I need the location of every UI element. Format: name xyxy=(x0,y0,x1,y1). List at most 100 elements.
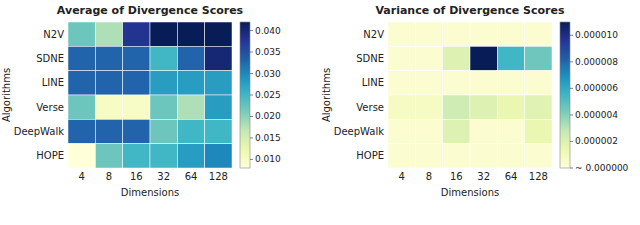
heatmap-cell xyxy=(177,119,204,143)
colorbar-tick-label: 0.010 xyxy=(255,154,281,164)
colorbar-tick xyxy=(250,137,253,138)
heatmap-cell xyxy=(415,22,442,46)
heatmap-cell xyxy=(470,95,497,119)
y-tick-label: DeepWalk xyxy=(14,126,65,137)
heatmap-panel: Variance of Divergence Scores48163264128… xyxy=(321,4,629,198)
x-tick-label: 64 xyxy=(505,171,518,182)
y-tick-label: DeepWalk xyxy=(334,126,385,137)
cells xyxy=(388,22,552,168)
heatmap-cell xyxy=(388,95,415,119)
heatmap-cell xyxy=(388,144,415,168)
y-axis-label: Algorithms xyxy=(1,68,12,122)
heatmap-cell xyxy=(123,46,150,70)
heatmap-cell xyxy=(415,95,442,119)
heatmap-cell xyxy=(68,71,95,95)
heatmap-cell xyxy=(388,22,415,46)
heatmap-cell xyxy=(415,144,442,168)
heatmap-cell xyxy=(415,46,442,70)
x-tick-label: 128 xyxy=(529,171,548,182)
heatmap-cell xyxy=(388,71,415,95)
heatmap-cell xyxy=(123,22,150,46)
y-tick-label: Verse xyxy=(36,102,64,113)
heatmap-cell xyxy=(177,144,204,168)
heatmap-cell xyxy=(415,119,442,143)
heatmap-cell xyxy=(123,119,150,143)
heatmap-cell xyxy=(150,46,177,70)
colorbar-tick-label: ~ 0.000000 xyxy=(575,163,629,173)
heatmap-cell xyxy=(497,22,524,46)
heatmap-cell xyxy=(205,22,232,46)
colorbar-tick-label: 0.020 xyxy=(255,111,281,121)
heatmap-cell xyxy=(68,46,95,70)
heatmap-cell xyxy=(205,71,232,95)
colorbar-tick xyxy=(570,168,573,169)
colorbar-tick xyxy=(570,88,573,89)
heatmap-cell xyxy=(177,71,204,95)
heatmap-cell xyxy=(388,119,415,143)
heatmap-cell xyxy=(497,144,524,168)
y-tick-label: N2V xyxy=(363,29,384,40)
heatmap-cell xyxy=(68,22,95,46)
heatmap-cell xyxy=(497,71,524,95)
heatmap-cell xyxy=(177,46,204,70)
heatmap-cell xyxy=(68,95,95,119)
cells xyxy=(68,22,232,168)
heatmap-cell xyxy=(443,144,470,168)
heatmap-cell xyxy=(123,95,150,119)
heatmap-cell xyxy=(95,71,122,95)
heatmap-cell xyxy=(95,119,122,143)
colorbar-tick xyxy=(250,52,253,53)
heatmap-cell xyxy=(205,95,232,119)
colorbar-tick-label: 0.000004 xyxy=(575,110,618,120)
heatmap-cell xyxy=(95,144,122,168)
heatmap-cell xyxy=(177,22,204,46)
heatmap-cell xyxy=(205,46,232,70)
x-tick-label: 128 xyxy=(209,171,228,182)
heatmap-cell xyxy=(497,95,524,119)
title: Average of Divergence Scores xyxy=(57,4,244,17)
heatmap-cell xyxy=(525,119,552,143)
colorbar-tick-label: 0.025 xyxy=(255,90,281,100)
colorbar-tick-label: 0.000010 xyxy=(575,30,618,40)
colorbar-tick-label: 0.040 xyxy=(255,26,281,36)
y-tick-label: LINE xyxy=(362,77,384,88)
x-tick-label: 4 xyxy=(78,171,84,182)
colorbar-tick xyxy=(570,61,573,62)
heatmap-cell xyxy=(470,71,497,95)
colorbar-tick xyxy=(250,95,253,96)
figure: Average of Divergence Scores48163264128N… xyxy=(0,0,640,225)
heatmap-cell xyxy=(470,46,497,70)
colorbar-tick xyxy=(570,35,573,36)
heatmap-cell xyxy=(443,95,470,119)
title: Variance of Divergence Scores xyxy=(375,4,565,17)
heatmap-cell xyxy=(470,22,497,46)
y-tick-label: HOPE xyxy=(36,150,64,161)
y-tick-label: LINE xyxy=(42,77,64,88)
heatmap-cell xyxy=(443,71,470,95)
x-tick-label: 4 xyxy=(398,171,404,182)
colorbar-tick xyxy=(250,30,253,31)
colorbar-tick-label: 0.030 xyxy=(255,69,281,79)
colorbar-tick xyxy=(250,159,253,160)
heatmap-cell xyxy=(443,46,470,70)
heatmap-cell xyxy=(443,22,470,46)
y-tick-label: N2V xyxy=(43,29,64,40)
colorbar-tick-label: 0.000008 xyxy=(575,57,618,67)
heatmap-cell xyxy=(497,119,524,143)
heatmap-cell xyxy=(150,71,177,95)
heatmap-cell xyxy=(497,46,524,70)
x-tick-label: 32 xyxy=(477,171,490,182)
y-tick-label: SDNE xyxy=(36,53,64,64)
colorbar-tick xyxy=(250,116,253,117)
heatmap-cell xyxy=(150,22,177,46)
x-tick-label: 8 xyxy=(106,171,112,182)
heatmap-cell xyxy=(68,119,95,143)
colorbar-tick-label: 0.015 xyxy=(255,133,281,143)
heatmap-cell xyxy=(388,46,415,70)
heatmap-cell xyxy=(205,144,232,168)
heatmap-cell xyxy=(123,71,150,95)
heatmap-cell xyxy=(150,144,177,168)
heatmap-cell xyxy=(525,95,552,119)
colorbar xyxy=(560,22,570,168)
y-tick-label: HOPE xyxy=(356,150,384,161)
